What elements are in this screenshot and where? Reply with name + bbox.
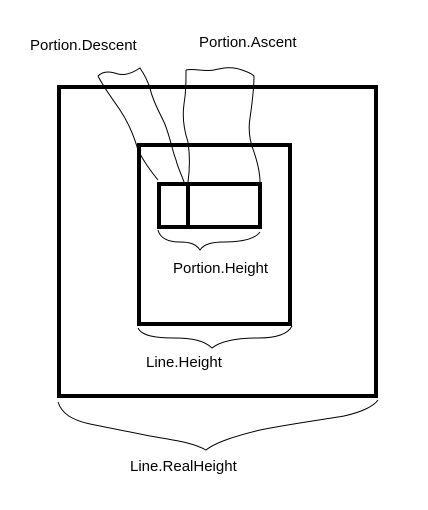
line-real-height-brace [57,399,379,451]
portion-ascent-label: Portion.Ascent [199,34,297,51]
line-real-height-box [57,85,378,398]
portion-descent-label: Portion.Descent [30,37,138,54]
portion-ascent-brace [182,67,261,183]
line-height-box [137,143,292,326]
portion-height-label: Portion.Height [173,260,269,277]
portion-height-brace [157,229,261,251]
line-height-label: Line.Height [146,354,223,371]
line-height-brace [137,325,293,349]
portion-descent-brace [97,67,185,183]
line-real-height-label: Line.RealHeight [130,458,238,475]
portion-box [157,182,262,229]
